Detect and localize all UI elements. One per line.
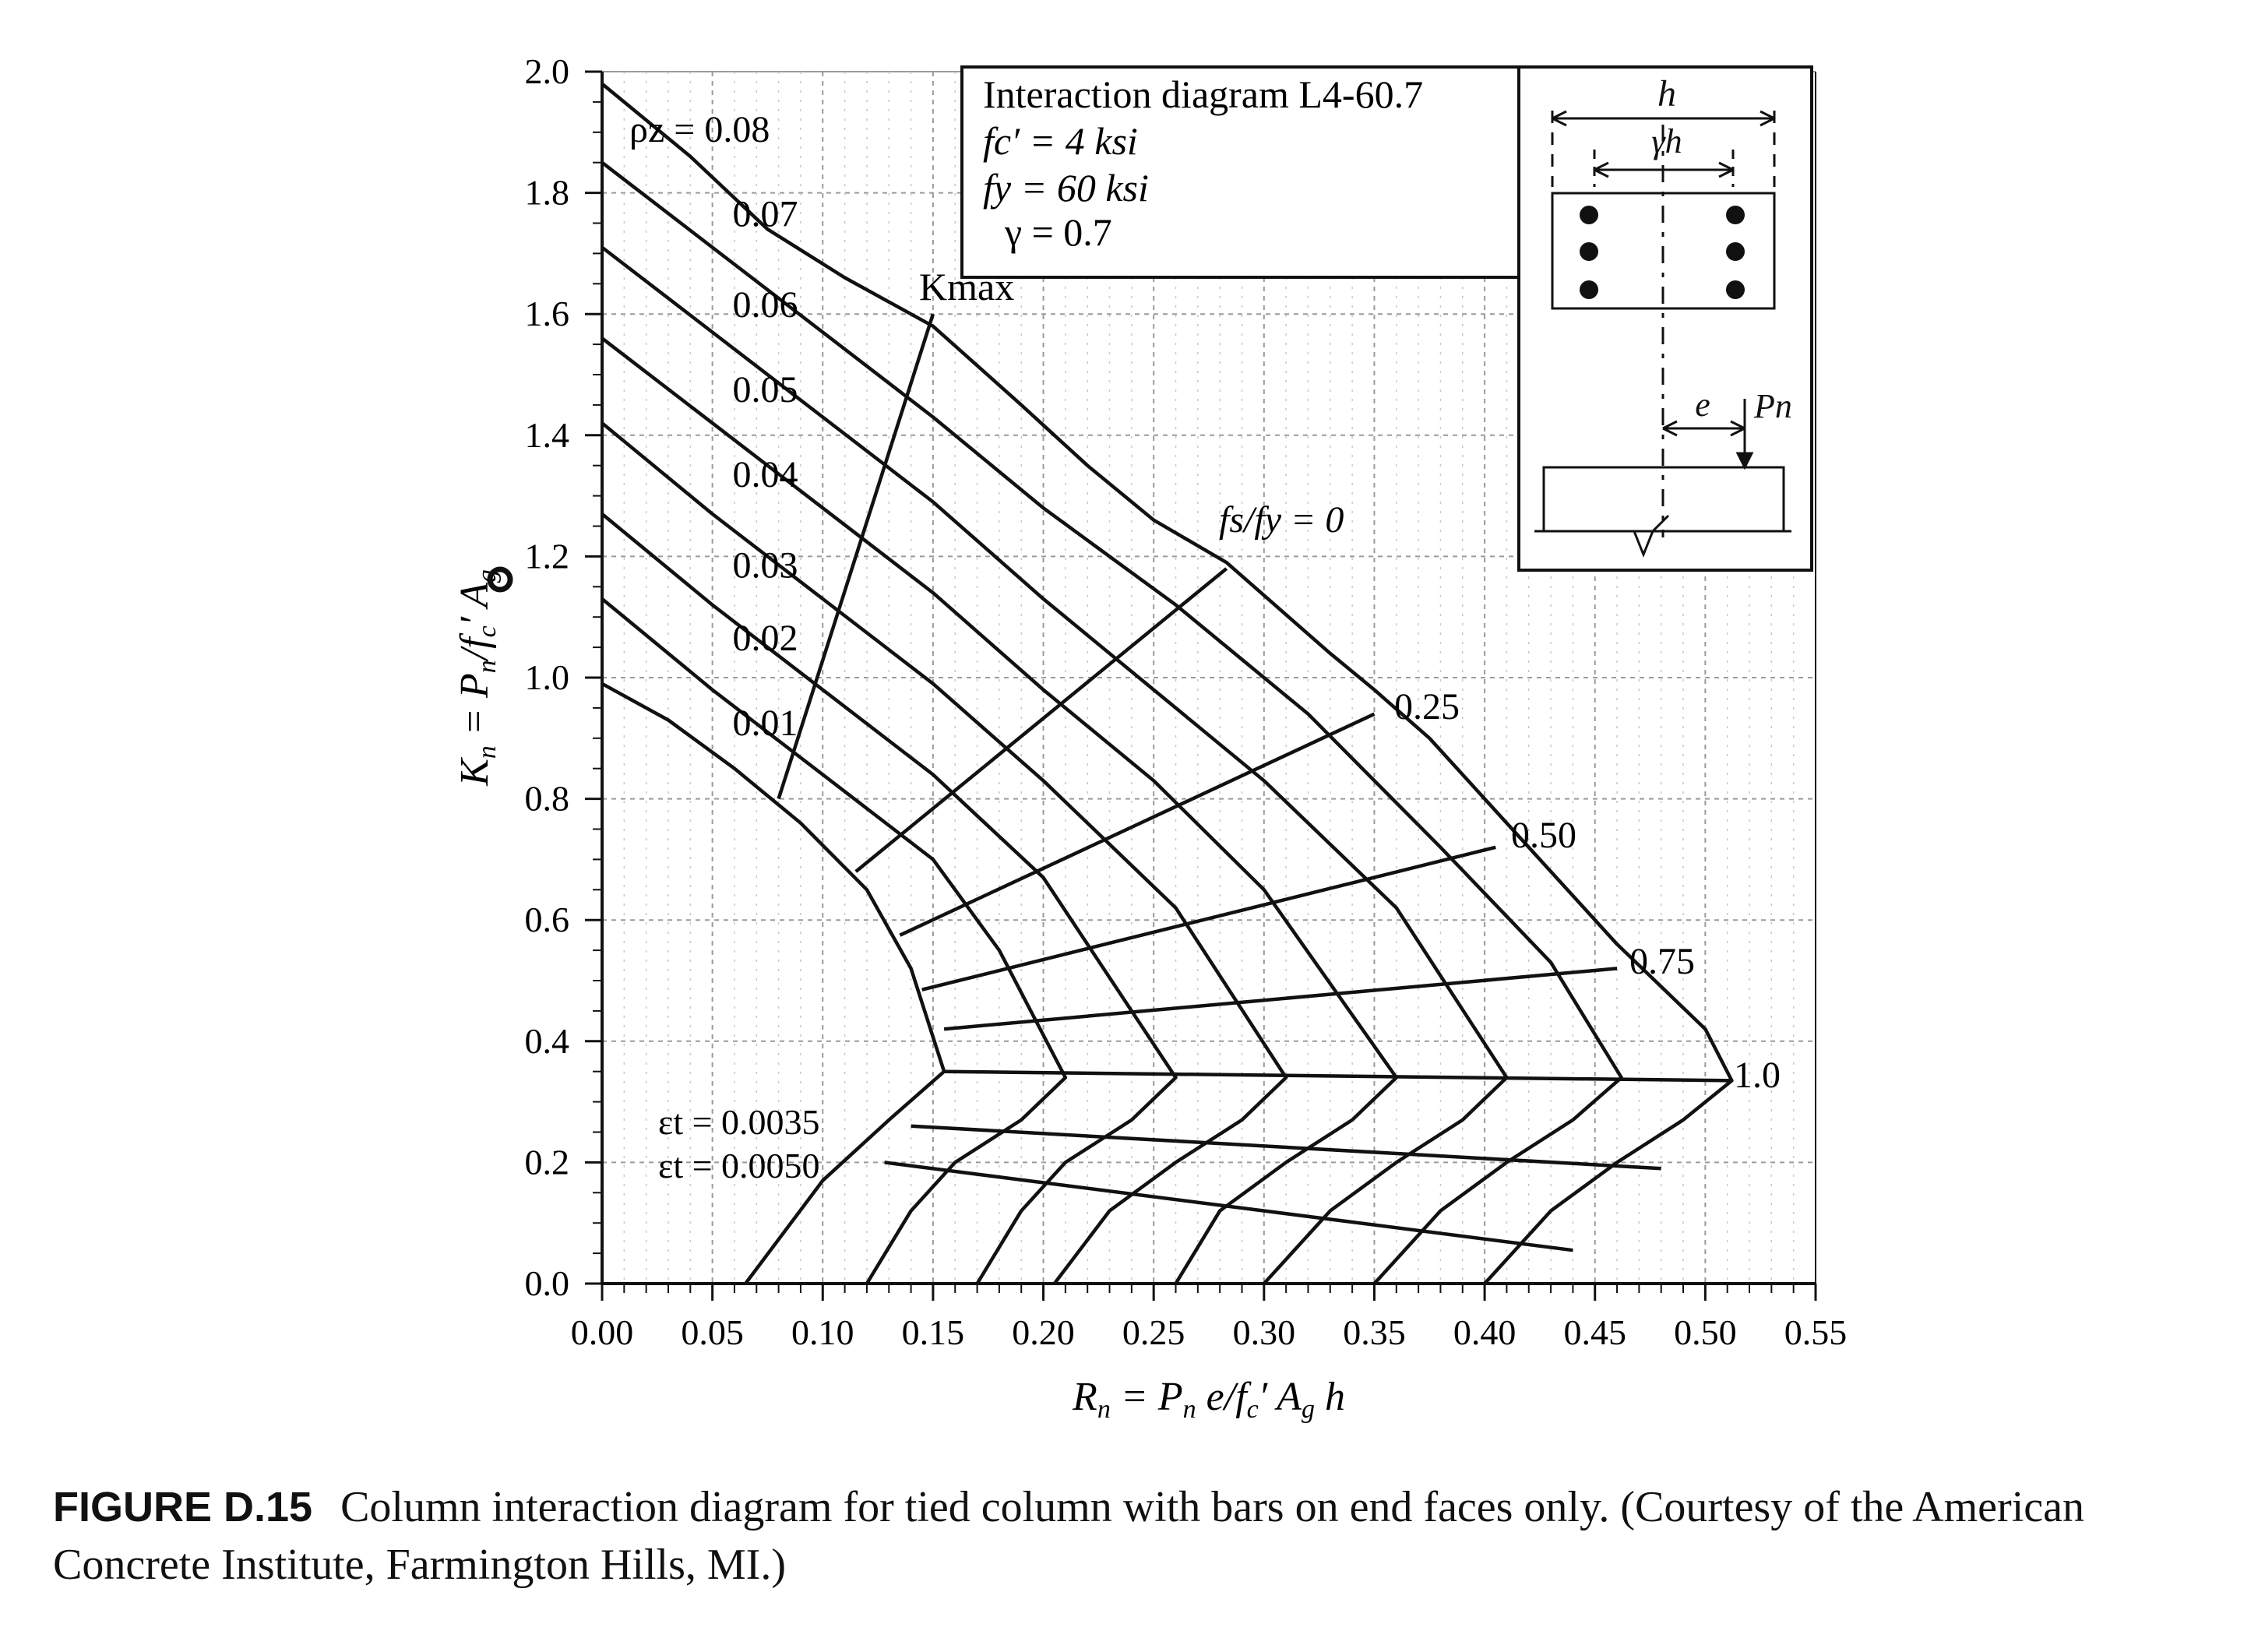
guide-line-050 xyxy=(921,845,1496,992)
inset-pn-label: Pn xyxy=(1753,387,1792,425)
guide-line-00035 xyxy=(911,1124,1661,1171)
y-tick-label: 1.8 xyxy=(525,173,570,213)
rho-curve-002 xyxy=(601,597,1068,1285)
axis-ticks xyxy=(585,70,1817,1301)
x-tick-label: 0.55 xyxy=(1784,1312,1848,1352)
x-tick-label: 0.25 xyxy=(1122,1312,1185,1352)
info-box: Interaction diagram L4-60.7 fc′ = 4 ksi … xyxy=(960,65,1520,279)
x-tick-label: 0.30 xyxy=(1233,1312,1296,1352)
rho-curve-006 xyxy=(601,245,1509,1285)
guide-lines xyxy=(777,313,1732,1252)
inset-gamma-h-label: γh xyxy=(1651,122,1682,160)
rho-curve-label: 0.04 xyxy=(732,454,798,495)
inset-e-label: e xyxy=(1695,386,1710,424)
info-box-line: fc′ = 4 ksi xyxy=(983,119,1138,163)
fsfy-label-025: 0.25 xyxy=(1394,686,1460,727)
y-tick-label: 2.0 xyxy=(525,51,570,91)
rho-curve-003 xyxy=(601,513,1178,1285)
y-tick-label: 0.0 xyxy=(525,1263,570,1303)
guide-line-025 xyxy=(899,712,1376,937)
x-tick-label: 0.50 xyxy=(1674,1312,1737,1352)
x-tick-label: 0.20 xyxy=(1012,1312,1075,1352)
rho-curve-label: 0.07 xyxy=(732,193,798,234)
rebar-dot xyxy=(1580,242,1598,261)
fsfy-label-10: 1.0 xyxy=(1734,1055,1781,1096)
rho-curve-label: 0.02 xyxy=(732,618,798,659)
y-tick-label: 0.4 xyxy=(525,1021,570,1061)
rho-curve-005 xyxy=(601,336,1399,1285)
x-tick-label: 0.00 xyxy=(571,1312,634,1352)
y-tick-label: 1.2 xyxy=(525,536,570,576)
fsfy-label-050: 0.50 xyxy=(1511,815,1576,856)
info-box-line: Interaction diagram L4-60.7 xyxy=(983,72,1423,116)
rho-curve-label: 0.03 xyxy=(732,545,798,586)
rho-curve-label: 0.05 xyxy=(732,369,798,410)
caption-text: Column interaction diagram for tied colu… xyxy=(53,1483,2084,1589)
column-section-inset: h γh e Pn xyxy=(1517,65,1813,572)
y-tick-label: 0.8 xyxy=(525,779,570,819)
x-tick-label: 0.45 xyxy=(1563,1312,1626,1352)
rebar-dot xyxy=(1580,206,1598,224)
x-tick-label: 0.10 xyxy=(791,1312,854,1352)
info-box-line: γ = 0.7 xyxy=(1004,210,1112,254)
y-tick-label: 1.6 xyxy=(525,294,570,333)
y-tick-label: 1.4 xyxy=(525,415,570,455)
rho-curve-001 xyxy=(601,682,946,1285)
interaction-chart: 0.00 0.05 0.10 0.15 0.20 0.25 0.30 0.35 0.40 0.45… xyxy=(453,51,1848,1424)
rho-curve-label: 0.01 xyxy=(732,703,798,744)
y-tick-label: 0.6 xyxy=(525,900,570,939)
guide-line-Kmax xyxy=(777,313,935,800)
eps-label-0035: εt = 0.0035 xyxy=(658,1102,820,1142)
rho-label: ρz = 0.08 xyxy=(629,109,770,150)
guide-line-10 xyxy=(944,1069,1732,1083)
x-axis-label: Rn = Pn e/fc′ Ag h xyxy=(1072,1375,1345,1424)
x-tick-label: 0.40 xyxy=(1453,1312,1516,1352)
y-tick-label: 0.2 xyxy=(525,1142,570,1182)
x-tick-label: 0.35 xyxy=(1343,1312,1406,1352)
fsfy-label: fs/fy = 0 xyxy=(1219,499,1344,541)
rebar-dot xyxy=(1726,242,1745,261)
rebar-dot xyxy=(1580,280,1598,299)
rebar-dot xyxy=(1726,280,1745,299)
tick-labels: 0.00 0.05 0.10 0.15 0.20 0.25 0.30 0.35 0.40 0.45… xyxy=(525,51,1848,1352)
rho-curve-label: 0.06 xyxy=(732,284,798,326)
minor-ticks xyxy=(593,72,1795,1293)
rho-curve-004 xyxy=(601,421,1288,1285)
info-box-line: fy = 60 ksi xyxy=(983,166,1149,210)
interaction-curves xyxy=(601,82,1734,1285)
guide-line-00050 xyxy=(884,1161,1573,1252)
smudge-mark xyxy=(487,566,513,593)
guide-line-0 xyxy=(854,567,1228,873)
inset-h-label: h xyxy=(1657,73,1676,114)
fsfy-label-075: 0.75 xyxy=(1629,941,1695,982)
x-tick-label: 0.05 xyxy=(681,1312,744,1352)
inset-frame xyxy=(1517,65,1813,572)
y-tick-label: 1.0 xyxy=(525,657,570,697)
guide-line-075 xyxy=(943,967,1618,1031)
y-axis-label: Kn = Pn/fc′ Ag xyxy=(453,569,502,787)
rebar-dot xyxy=(1726,206,1745,224)
caption-label: FIGURE D.15 xyxy=(53,1484,313,1530)
rho-curve-007 xyxy=(601,160,1623,1285)
figure-caption: FIGURE D.15 Column interaction diagram fo… xyxy=(53,1478,2234,1594)
column-footing xyxy=(1542,466,1785,531)
x-tick-label: 0.15 xyxy=(902,1312,965,1352)
rho-curve-008 xyxy=(601,82,1734,1285)
eps-label-0050: εt = 0.0050 xyxy=(658,1146,820,1185)
